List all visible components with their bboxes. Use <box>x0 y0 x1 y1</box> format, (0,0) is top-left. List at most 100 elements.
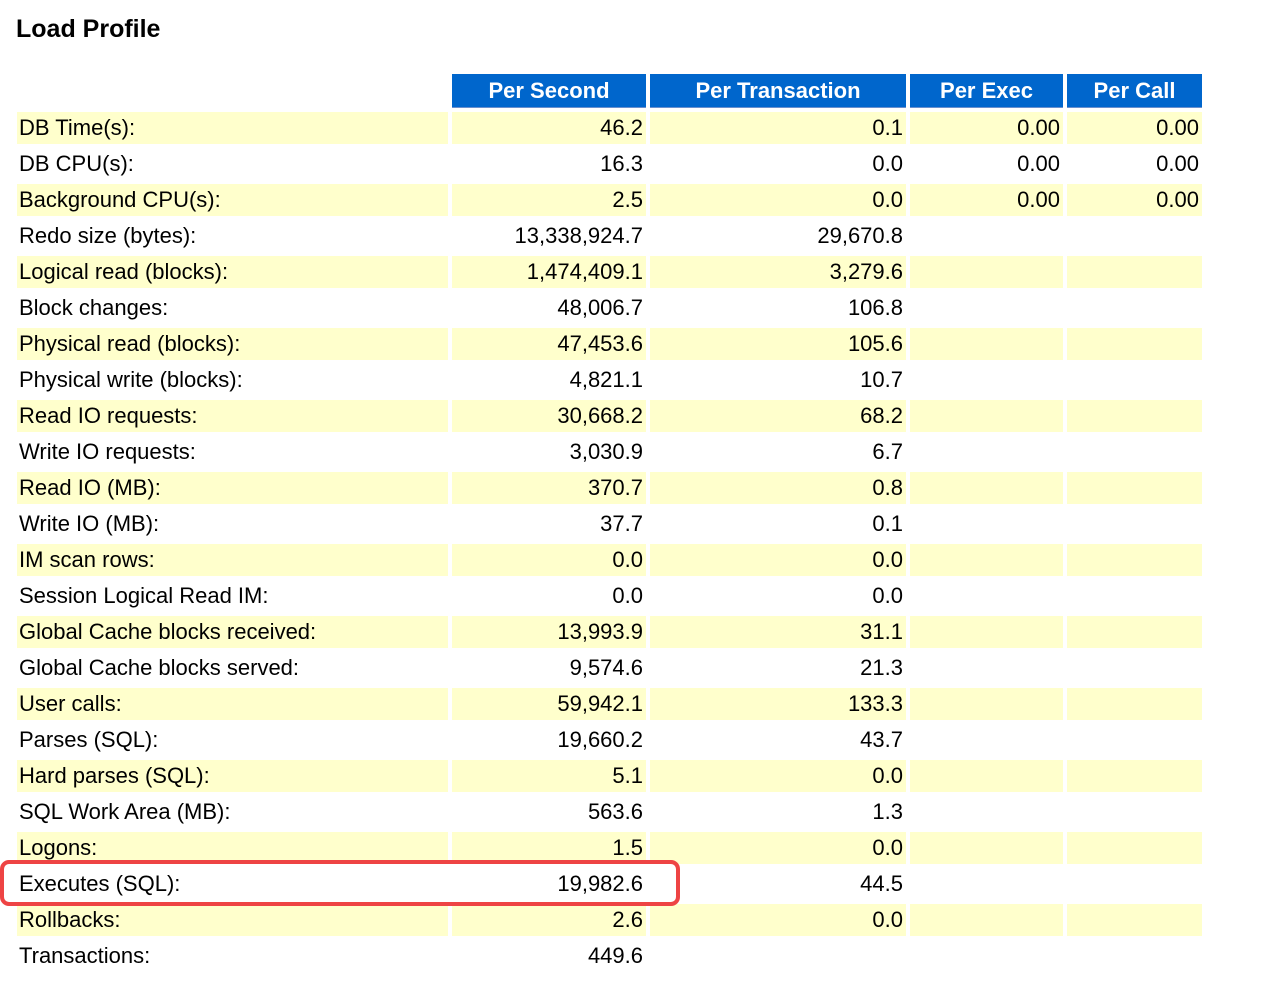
cell-per-second: 47,453.6 <box>452 328 646 360</box>
cell-per-exec <box>910 364 1063 396</box>
cell-per-call <box>1067 220 1202 252</box>
cell-per-second: 13,338,924.7 <box>452 220 646 252</box>
table-row: Read IO (MB): 370.7 0.8 <box>17 472 1202 504</box>
cell-per-transaction: 133.3 <box>650 688 906 720</box>
cell-per-call <box>1067 832 1202 864</box>
cell-per-transaction: 1.3 <box>650 796 906 828</box>
row-label: Executes (SQL): <box>17 868 448 900</box>
cell-per-second: 59,942.1 <box>452 688 646 720</box>
cell-per-second: 9,574.6 <box>452 652 646 684</box>
cell-per-transaction: 3,279.6 <box>650 256 906 288</box>
row-label: Physical read (blocks): <box>17 328 448 360</box>
cell-per-transaction: 0.1 <box>650 112 906 144</box>
cell-per-transaction: 6.7 <box>650 436 906 468</box>
table-row: Redo size (bytes): 13,338,924.7 29,670.8 <box>17 220 1202 252</box>
cell-per-call <box>1067 364 1202 396</box>
row-label: Parses (SQL): <box>17 724 448 756</box>
table-row: Session Logical Read IM: 0.0 0.0 <box>17 580 1202 612</box>
table-row: Write IO requests: 3,030.9 6.7 <box>17 436 1202 468</box>
cell-per-second: 5.1 <box>452 760 646 792</box>
row-label: Logons: <box>17 832 448 864</box>
cell-per-transaction: 0.0 <box>650 148 906 180</box>
cell-per-second: 48,006.7 <box>452 292 646 324</box>
row-label: Write IO requests: <box>17 436 448 468</box>
page-title: Load Profile <box>16 15 161 43</box>
cell-per-second: 16.3 <box>452 148 646 180</box>
cell-per-second: 30,668.2 <box>452 400 646 432</box>
cell-per-exec <box>910 796 1063 828</box>
cell-per-call <box>1067 724 1202 756</box>
cell-per-exec <box>910 508 1063 540</box>
cell-per-transaction: 105.6 <box>650 328 906 360</box>
load-profile-table: Per Second Per Transaction Per Exec Per … <box>13 70 1206 976</box>
header-per-second: Per Second <box>452 74 646 108</box>
row-label: Redo size (bytes): <box>17 220 448 252</box>
cell-per-second: 19,982.6 <box>452 868 646 900</box>
cell-per-second: 449.6 <box>452 940 646 972</box>
row-label: Hard parses (SQL): <box>17 760 448 792</box>
cell-per-transaction: 44.5 <box>650 868 906 900</box>
cell-per-exec <box>910 400 1063 432</box>
cell-per-transaction: 0.0 <box>650 904 906 936</box>
cell-per-exec <box>910 616 1063 648</box>
cell-per-second: 46.2 <box>452 112 646 144</box>
cell-per-second: 13,993.9 <box>452 616 646 648</box>
row-label: Read IO (MB): <box>17 472 448 504</box>
row-label: Physical write (blocks): <box>17 364 448 396</box>
cell-per-call <box>1067 904 1202 936</box>
header-row: Per Second Per Transaction Per Exec Per … <box>17 74 1202 108</box>
header-per-exec: Per Exec <box>910 74 1063 108</box>
cell-per-exec <box>910 256 1063 288</box>
cell-per-call <box>1067 256 1202 288</box>
cell-per-exec: 0.00 <box>910 148 1063 180</box>
cell-per-exec <box>910 436 1063 468</box>
cell-per-transaction: 31.1 <box>650 616 906 648</box>
cell-per-transaction: 0.0 <box>650 184 906 216</box>
cell-per-call <box>1067 292 1202 324</box>
cell-per-transaction: 0.0 <box>650 760 906 792</box>
row-label: User calls: <box>17 688 448 720</box>
cell-per-call <box>1067 472 1202 504</box>
cell-per-call <box>1067 652 1202 684</box>
cell-per-transaction: 0.0 <box>650 580 906 612</box>
cell-per-call <box>1067 760 1202 792</box>
cell-per-transaction <box>650 940 906 972</box>
cell-per-call <box>1067 436 1202 468</box>
cell-per-transaction: 0.0 <box>650 832 906 864</box>
cell-per-exec <box>910 688 1063 720</box>
cell-per-transaction: 0.0 <box>650 544 906 576</box>
cell-per-exec <box>910 760 1063 792</box>
cell-per-second: 37.7 <box>452 508 646 540</box>
cell-per-second: 563.6 <box>452 796 646 828</box>
cell-per-exec <box>910 868 1063 900</box>
cell-per-call: 0.00 <box>1067 184 1202 216</box>
cell-per-transaction: 43.7 <box>650 724 906 756</box>
cell-per-call <box>1067 616 1202 648</box>
cell-per-exec <box>910 328 1063 360</box>
table-row: SQL Work Area (MB): 563.6 1.3 <box>17 796 1202 828</box>
cell-per-exec <box>910 940 1063 972</box>
cell-per-exec: 0.00 <box>910 184 1063 216</box>
cell-per-exec <box>910 904 1063 936</box>
row-label: Session Logical Read IM: <box>17 580 448 612</box>
cell-per-second: 0.0 <box>452 544 646 576</box>
cell-per-call <box>1067 580 1202 612</box>
cell-per-exec <box>910 652 1063 684</box>
row-label: DB CPU(s): <box>17 148 448 180</box>
cell-per-transaction: 29,670.8 <box>650 220 906 252</box>
cell-per-exec <box>910 544 1063 576</box>
table-row: Write IO (MB): 37.7 0.1 <box>17 508 1202 540</box>
cell-per-call <box>1067 544 1202 576</box>
cell-per-exec <box>910 580 1063 612</box>
row-label: DB Time(s): <box>17 112 448 144</box>
cell-per-second: 2.5 <box>452 184 646 216</box>
cell-per-second: 2.6 <box>452 904 646 936</box>
cell-per-transaction: 0.1 <box>650 508 906 540</box>
cell-per-call <box>1067 508 1202 540</box>
table-row: DB Time(s): 46.2 0.1 0.00 0.00 <box>17 112 1202 144</box>
cell-per-call <box>1067 796 1202 828</box>
cell-per-call: 0.00 <box>1067 112 1202 144</box>
header-blank-cell <box>17 74 448 108</box>
cell-per-call <box>1067 940 1202 972</box>
cell-per-call <box>1067 328 1202 360</box>
